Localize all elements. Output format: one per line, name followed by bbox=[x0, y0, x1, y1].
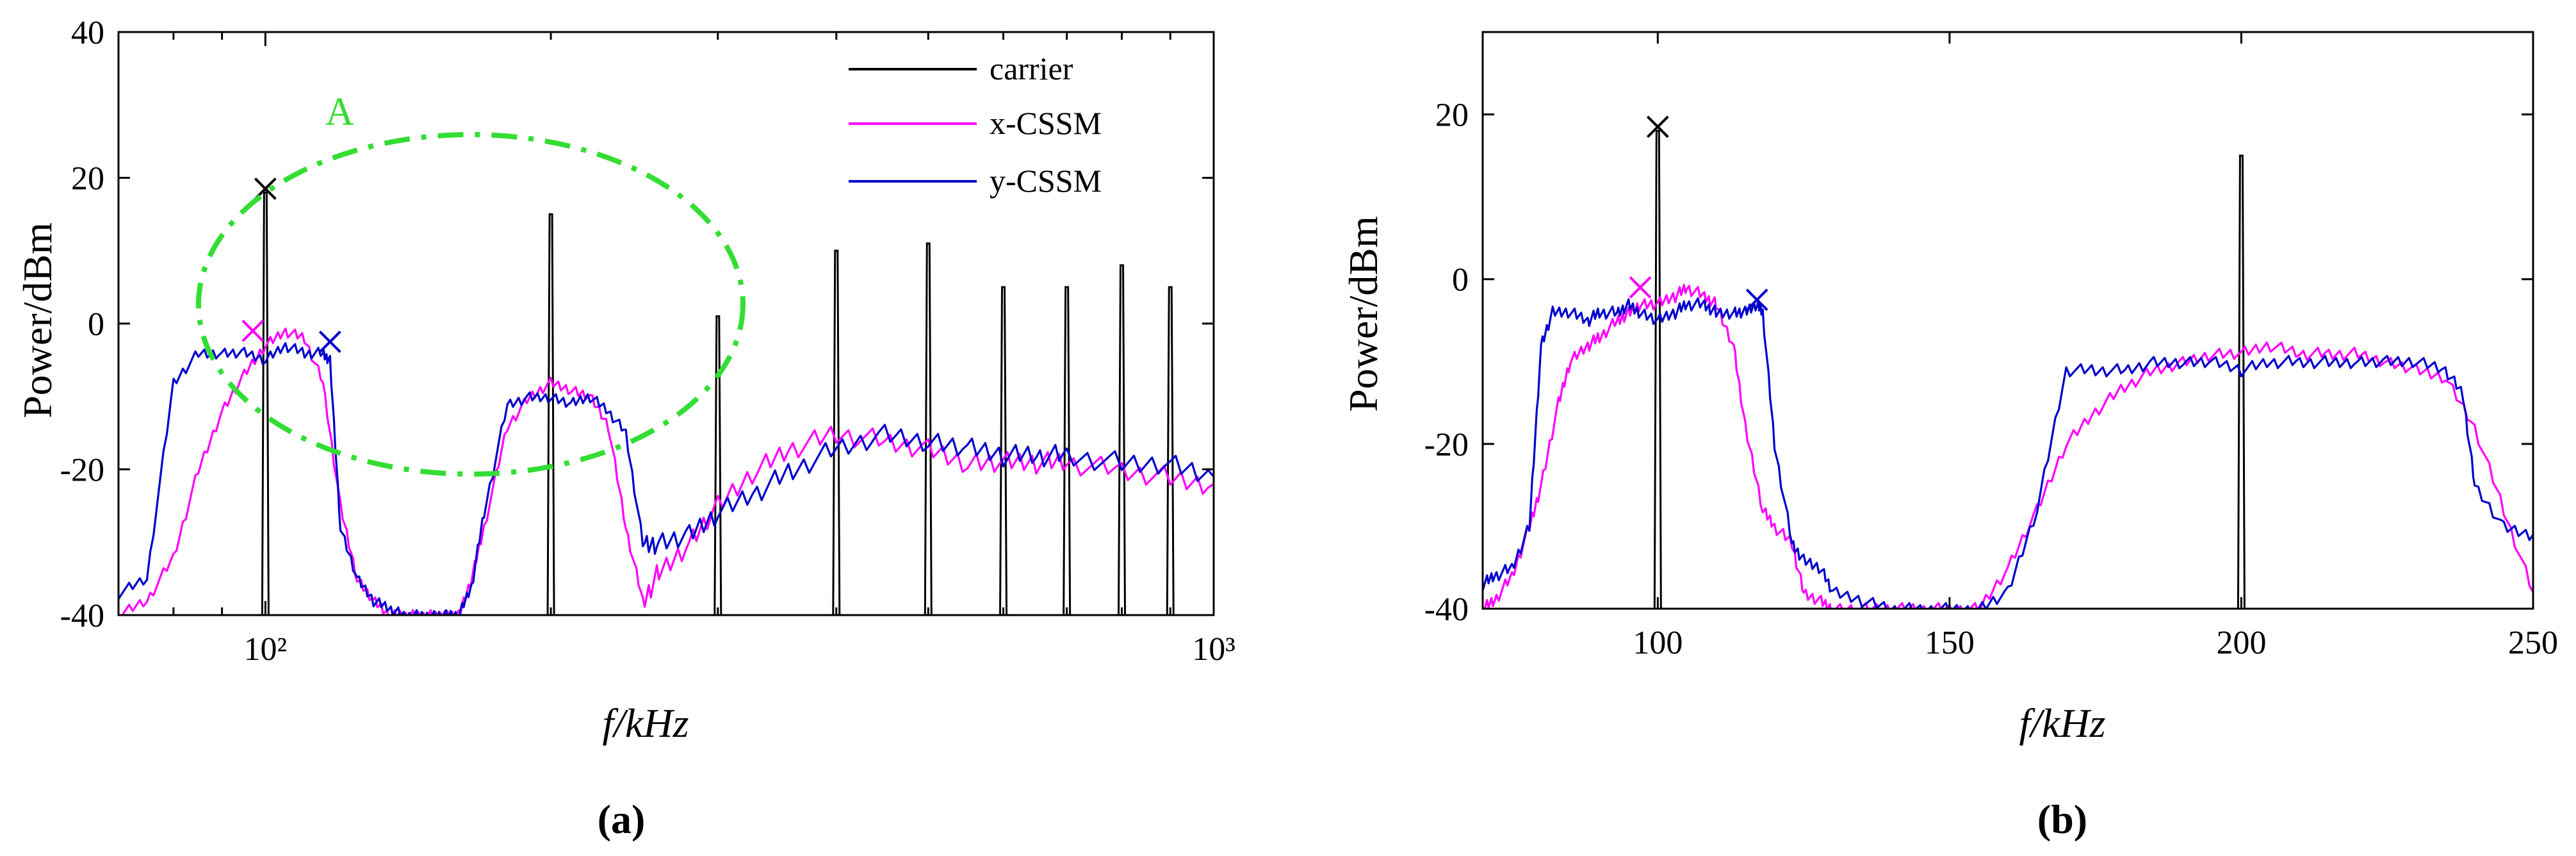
b-xtick-label: 250 bbox=[2508, 625, 2558, 661]
b-series-line-y-cssm bbox=[1483, 297, 2533, 609]
panel-b-axes-box bbox=[1481, 31, 2534, 610]
region-a-ellipse bbox=[196, 132, 746, 477]
b-marker-carrier bbox=[1646, 115, 1669, 138]
panel-a-caption-label: (a) bbox=[598, 796, 646, 842]
panel-b: -40 -20 0 20 100 150 200 250 Power/dBm f/kHz (b… bbox=[1341, 31, 2558, 842]
a-series-y-cssm bbox=[118, 342, 1214, 615]
panel-b-plot-area bbox=[1483, 129, 2533, 609]
panel-b-caption-label: (b) bbox=[2037, 796, 2087, 842]
b-carrier-peak bbox=[1653, 129, 1662, 609]
b-xtick-label: 200 bbox=[2216, 625, 2266, 661]
panel-a-y-axis-label: Power/dBm bbox=[15, 222, 60, 418]
b-series-carrier bbox=[1653, 129, 2246, 609]
b-ytick-label: 0 bbox=[1452, 262, 1469, 299]
a-xtick-label: 10³ bbox=[1192, 631, 1235, 668]
a-carrier-peak bbox=[1118, 264, 1127, 615]
a-carrier-peak bbox=[546, 213, 555, 615]
a-series-x-cssm bbox=[121, 327, 1214, 615]
legend-label-carrier: carrier bbox=[990, 51, 1073, 86]
panel-b-markers bbox=[1629, 115, 1768, 311]
annotation-a-label: A bbox=[325, 90, 354, 134]
panel-a-markers bbox=[241, 177, 341, 353]
a-marker-x-cssm bbox=[241, 319, 265, 342]
panel-b-x-axis-label: f/kHz bbox=[2019, 700, 2105, 746]
b-series-y-cssm bbox=[1483, 297, 2533, 609]
a-ytick-label: 40 bbox=[71, 15, 104, 51]
a-marker-stroke bbox=[241, 319, 265, 342]
a-carrier-peak bbox=[924, 242, 933, 615]
panel-a: -40 -20 0 20 40 10² 10³ A carrier x-CSSM y-CSS… bbox=[15, 15, 1235, 842]
a-marker-stroke bbox=[318, 331, 341, 353]
b-xtick-label: 100 bbox=[1633, 625, 1683, 661]
panel-a-legend: carrier x-CSSM y-CSSM bbox=[849, 51, 1102, 199]
panel-a-plot-area bbox=[118, 191, 1214, 615]
a-ytick-label: -20 bbox=[60, 452, 104, 489]
a-carrier-peak bbox=[999, 286, 1008, 615]
a-series-carrier bbox=[261, 191, 1175, 615]
b-ytick-label: -40 bbox=[1424, 591, 1469, 628]
panel-b-y-axis-label: Power/dBm bbox=[1341, 216, 1386, 412]
a-series-line-x-cssm bbox=[121, 327, 1214, 615]
a-xtick-label: 10² bbox=[244, 631, 288, 668]
b-marker-x-cssm bbox=[1629, 276, 1652, 299]
b-series-x-cssm bbox=[1483, 284, 2533, 609]
a-carrier-peak bbox=[1166, 286, 1175, 615]
b-xtick-label: 150 bbox=[1925, 625, 1975, 661]
b-marker-stroke bbox=[1745, 288, 1768, 311]
a-ytick-label: -40 bbox=[60, 598, 104, 634]
a-carrier-peak bbox=[261, 191, 270, 615]
b-carrier-peak bbox=[2237, 154, 2246, 609]
a-marker-y-cssm bbox=[318, 331, 341, 353]
panel-b-ticks: -40 -20 0 20 100 150 200 250 bbox=[1424, 32, 2558, 661]
b-ytick-label: 20 bbox=[1435, 97, 1469, 134]
b-marker-stroke bbox=[1629, 276, 1652, 299]
b-marker-stroke bbox=[1646, 115, 1669, 138]
panel-a-series bbox=[118, 191, 1214, 615]
legend-label-x-cssm: x-CSSM bbox=[990, 105, 1102, 141]
a-series-line-y-cssm bbox=[118, 342, 1214, 615]
b-ytick-label: -20 bbox=[1424, 427, 1469, 463]
b-series-line-x-cssm bbox=[1483, 284, 2533, 609]
legend-label-y-cssm: y-CSSM bbox=[990, 163, 1102, 199]
b-marker-y-cssm bbox=[1745, 288, 1768, 311]
a-carrier-peak bbox=[832, 249, 841, 615]
panel-a-x-axis-label: f/kHz bbox=[602, 700, 689, 746]
a-ytick-label: 0 bbox=[88, 306, 104, 343]
a-ytick-label: 20 bbox=[71, 161, 104, 197]
a-carrier-peak bbox=[713, 315, 722, 615]
panel-a-ticks: -40 -20 0 20 40 10² 10³ bbox=[60, 15, 1235, 668]
panel-b-series bbox=[1483, 129, 2533, 609]
